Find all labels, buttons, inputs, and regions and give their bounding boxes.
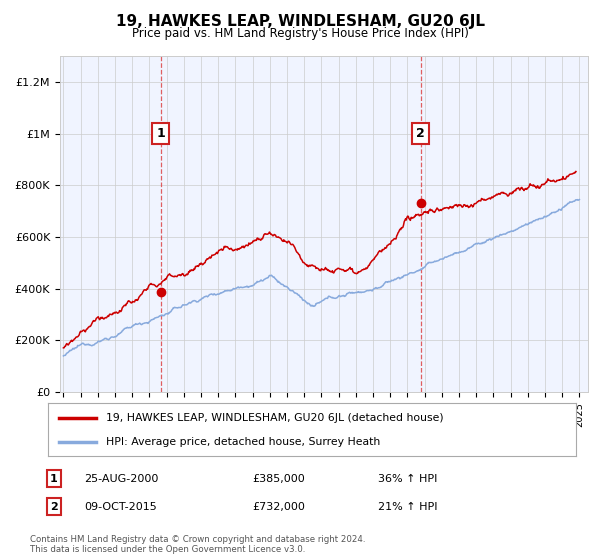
- Text: 1: 1: [156, 127, 165, 140]
- Text: 09-OCT-2015: 09-OCT-2015: [84, 502, 157, 512]
- Text: 36% ↑ HPI: 36% ↑ HPI: [378, 474, 437, 484]
- Text: 1: 1: [50, 474, 58, 484]
- Text: £385,000: £385,000: [252, 474, 305, 484]
- Text: HPI: Average price, detached house, Surrey Heath: HPI: Average price, detached house, Surr…: [106, 436, 380, 446]
- Text: 19, HAWKES LEAP, WINDLESHAM, GU20 6JL (detached house): 19, HAWKES LEAP, WINDLESHAM, GU20 6JL (d…: [106, 413, 444, 423]
- Text: Contains HM Land Registry data © Crown copyright and database right 2024.: Contains HM Land Registry data © Crown c…: [30, 535, 365, 544]
- Text: 2: 2: [416, 127, 425, 140]
- Text: 2: 2: [50, 502, 58, 512]
- Text: 21% ↑ HPI: 21% ↑ HPI: [378, 502, 437, 512]
- Text: 19, HAWKES LEAP, WINDLESHAM, GU20 6JL: 19, HAWKES LEAP, WINDLESHAM, GU20 6JL: [115, 14, 485, 29]
- Text: Price paid vs. HM Land Registry's House Price Index (HPI): Price paid vs. HM Land Registry's House …: [131, 27, 469, 40]
- Text: This data is licensed under the Open Government Licence v3.0.: This data is licensed under the Open Gov…: [30, 545, 305, 554]
- Text: 25-AUG-2000: 25-AUG-2000: [84, 474, 158, 484]
- Text: £732,000: £732,000: [252, 502, 305, 512]
